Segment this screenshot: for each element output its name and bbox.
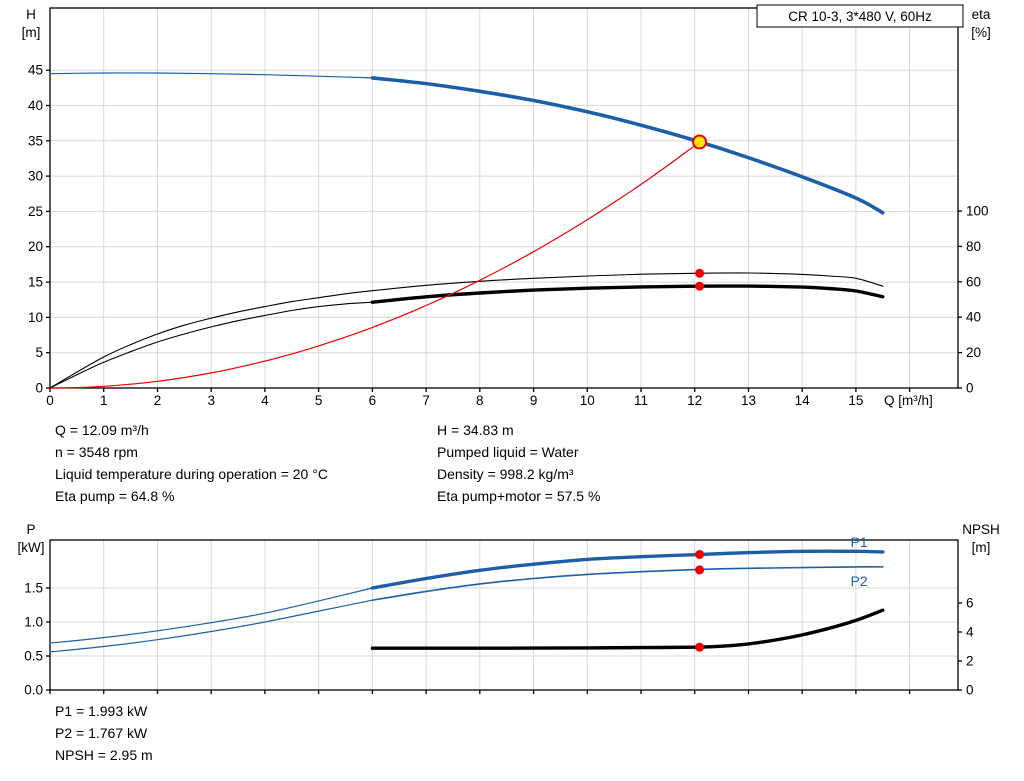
curve-head xyxy=(370,76,885,215)
svg-text:30: 30 xyxy=(28,169,43,184)
svg-text:P: P xyxy=(26,522,35,537)
curve-npsh xyxy=(370,608,885,650)
svg-text:13: 13 xyxy=(741,393,756,408)
svg-text:15: 15 xyxy=(848,393,863,408)
info-speed: n = 3548 rpm xyxy=(55,444,138,460)
svg-text:6: 6 xyxy=(966,596,974,611)
duty-point-dot xyxy=(695,642,705,652)
svg-text:0: 0 xyxy=(35,381,43,396)
curve-p2-thin xyxy=(49,599,373,653)
duty-point-dot xyxy=(695,550,705,559)
svg-text:35: 35 xyxy=(28,133,43,148)
svg-text:5: 5 xyxy=(315,393,323,408)
duty-point-dot xyxy=(695,268,705,278)
duty-point-dot xyxy=(695,281,705,291)
svg-text:45: 45 xyxy=(28,63,43,78)
series-label-p1: P1 xyxy=(851,534,868,550)
chart-title: CR 10-3, 3*480 V, 60Hz xyxy=(788,9,932,24)
svg-text:25: 25 xyxy=(28,204,43,219)
info-eta-pump-motor: Eta pump+motor = 57.5 % xyxy=(437,488,601,504)
svg-text:6: 6 xyxy=(369,393,377,408)
info-npsh: NPSH = 2.95 m xyxy=(55,747,153,763)
series-label-p2: P2 xyxy=(851,573,868,589)
curve-eta-pump-motor xyxy=(370,284,885,304)
svg-text:8: 8 xyxy=(476,393,484,408)
svg-text:5: 5 xyxy=(35,345,43,360)
info-p1: P1 = 1.993 kW xyxy=(55,703,148,719)
svg-text:10: 10 xyxy=(580,393,595,408)
svg-text:[m]: [m] xyxy=(22,25,41,40)
svg-text:9: 9 xyxy=(530,393,538,408)
info-p2: P2 = 1.767 kW xyxy=(55,725,148,741)
info-eta-pump: Eta pump = 64.8 % xyxy=(55,488,175,504)
svg-text:15: 15 xyxy=(28,275,43,290)
svg-text:1: 1 xyxy=(100,393,108,408)
svg-text:[m]: [m] xyxy=(972,540,991,555)
info-flow: Q = 12.09 m³/h xyxy=(55,422,149,438)
svg-text:Q [m³/h]: Q [m³/h] xyxy=(884,393,933,408)
svg-text:1.0: 1.0 xyxy=(24,615,43,630)
svg-text:14: 14 xyxy=(795,393,811,408)
svg-text:0: 0 xyxy=(966,381,974,396)
svg-text:NPSH: NPSH xyxy=(962,522,1000,537)
svg-text:11: 11 xyxy=(634,393,648,408)
svg-text:40: 40 xyxy=(966,310,981,325)
svg-text:1.5: 1.5 xyxy=(24,581,43,596)
svg-text:60: 60 xyxy=(966,274,981,289)
svg-text:10: 10 xyxy=(28,310,43,325)
svg-text:12: 12 xyxy=(687,393,702,408)
svg-text:2: 2 xyxy=(154,393,162,408)
svg-text:20: 20 xyxy=(966,345,981,360)
svg-text:20: 20 xyxy=(28,239,43,254)
svg-text:[kW]: [kW] xyxy=(18,540,45,555)
curve-p2 xyxy=(371,566,884,601)
info-head: H = 34.83 m xyxy=(437,422,514,438)
svg-text:H: H xyxy=(26,7,36,22)
duty-point-dot xyxy=(695,565,705,575)
svg-text:[%]: [%] xyxy=(971,25,991,40)
svg-text:4: 4 xyxy=(966,625,974,640)
info-liquid-temp: Liquid temperature during operation = 20… xyxy=(55,466,328,482)
curve-p1 xyxy=(370,549,885,590)
svg-text:4: 4 xyxy=(261,393,269,408)
svg-text:3: 3 xyxy=(207,393,215,408)
svg-text:80: 80 xyxy=(966,239,981,254)
svg-text:2: 2 xyxy=(966,654,974,669)
curve-head-thin xyxy=(49,72,373,79)
svg-text:100: 100 xyxy=(966,204,989,219)
curve-p1-thin xyxy=(49,587,373,644)
svg-text:0: 0 xyxy=(966,683,974,698)
curve-system-curve xyxy=(49,141,701,389)
svg-text:40: 40 xyxy=(28,98,43,113)
svg-text:eta: eta xyxy=(972,7,991,22)
info-pumped-liquid: Pumped liquid = Water xyxy=(437,444,579,460)
svg-text:0.0: 0.0 xyxy=(24,683,43,698)
curve-eta-pump-motor-thin xyxy=(49,301,373,389)
svg-text:7: 7 xyxy=(422,393,430,408)
power-npsh-chart: 0.0 0.5 1.0 1.5 0 2 4 6 P [kW] NPSH [m] P1 P2 xyxy=(18,522,1000,698)
info-density: Density = 998.2 kg/m³ xyxy=(437,466,574,482)
chart-title-box xyxy=(756,4,964,28)
curve-eta-pump xyxy=(49,272,884,389)
svg-text:0.5: 0.5 xyxy=(24,649,43,664)
qh-efficiency-chart: 0 1 2 3 4 5 6 7 8 9 10 11 12 13 14 15051015202530354045… xyxy=(22,4,991,408)
svg-text:0: 0 xyxy=(46,393,54,408)
duty-point-ring xyxy=(692,134,708,150)
